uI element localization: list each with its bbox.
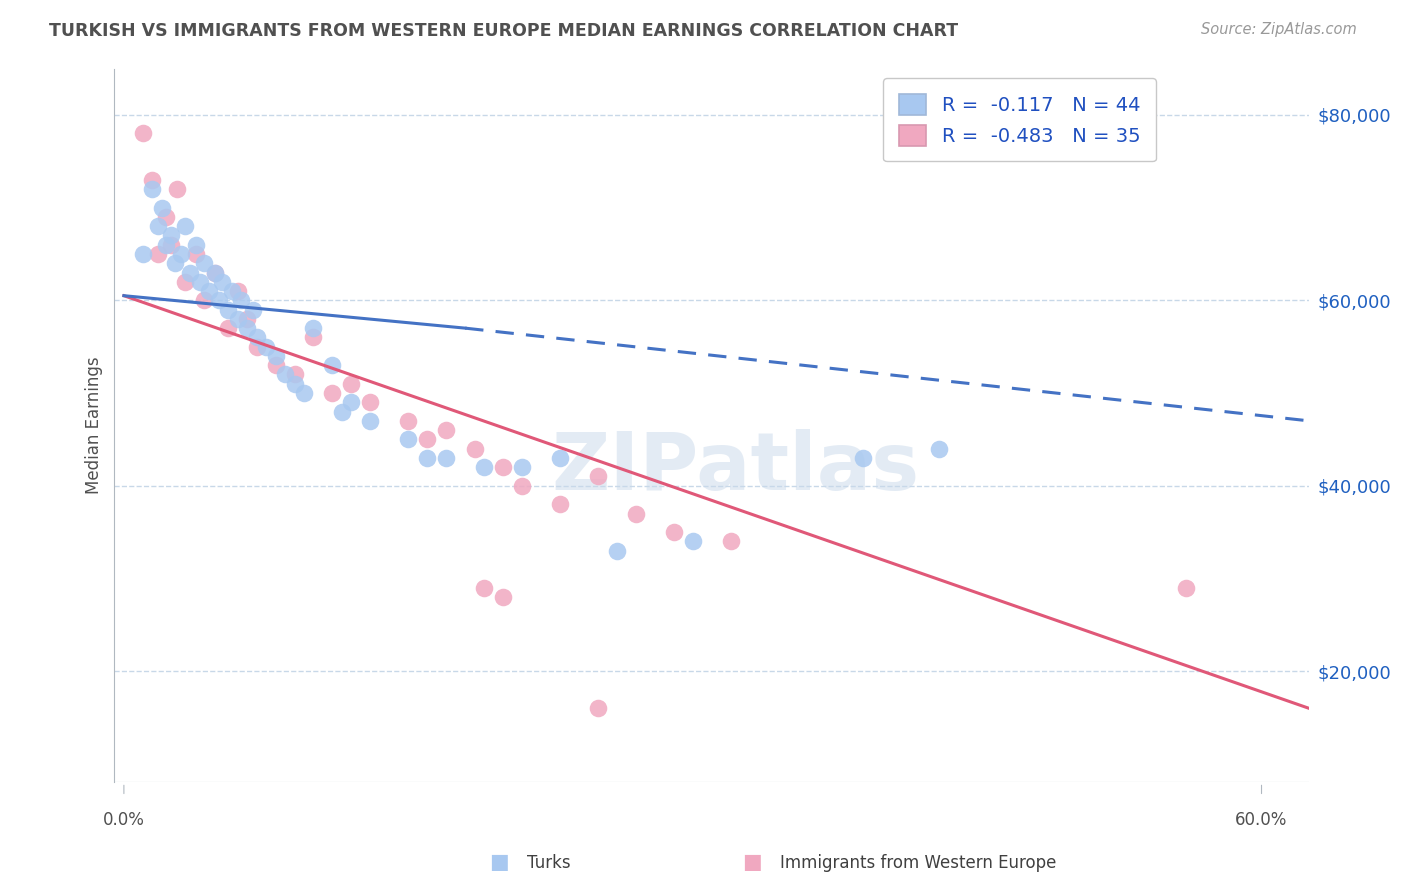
Point — [188, 275, 211, 289]
Point — [242, 302, 264, 317]
Point — [166, 182, 188, 196]
Point — [208, 293, 231, 308]
Point — [302, 321, 325, 335]
Point — [155, 237, 177, 252]
Point — [283, 368, 305, 382]
Point — [434, 450, 457, 465]
Point — [165, 256, 187, 270]
Text: TURKISH VS IMMIGRANTS FROM WESTERN EUROPE MEDIAN EARNINGS CORRELATION CHART: TURKISH VS IMMIGRANTS FROM WESTERN EUROP… — [49, 22, 959, 40]
Point — [217, 321, 239, 335]
Point — [396, 433, 419, 447]
Point — [472, 581, 495, 595]
Point — [226, 284, 249, 298]
Point — [170, 247, 193, 261]
Point — [606, 543, 628, 558]
Point — [472, 460, 495, 475]
Point — [264, 358, 287, 372]
Point — [254, 340, 277, 354]
Point — [292, 386, 315, 401]
Point — [150, 201, 173, 215]
Point — [246, 340, 269, 354]
Point — [132, 127, 155, 141]
Point — [720, 534, 742, 549]
Point — [548, 497, 571, 511]
Point — [321, 358, 343, 372]
Point — [340, 376, 363, 391]
Point — [396, 414, 419, 428]
Text: 0.0%: 0.0% — [103, 811, 145, 829]
Point — [184, 247, 207, 261]
Point — [179, 265, 201, 279]
Point — [359, 414, 381, 428]
Point — [184, 237, 207, 252]
Point — [416, 450, 439, 465]
Point — [231, 293, 253, 308]
Point — [492, 460, 515, 475]
Point — [264, 349, 287, 363]
Point — [283, 376, 305, 391]
Point — [173, 275, 195, 289]
Point — [586, 469, 609, 483]
Point — [548, 450, 571, 465]
Point — [359, 395, 381, 409]
Point — [204, 265, 226, 279]
Text: ■: ■ — [742, 853, 762, 872]
Point — [330, 404, 353, 418]
Point — [217, 302, 239, 317]
Point — [852, 450, 875, 465]
Point — [146, 219, 169, 234]
Text: Turks: Turks — [527, 855, 571, 872]
Point — [928, 442, 950, 456]
Point — [434, 423, 457, 437]
Point — [198, 284, 221, 298]
Point — [510, 460, 533, 475]
Point — [302, 330, 325, 344]
Point — [193, 256, 215, 270]
Point — [160, 228, 183, 243]
Point — [662, 525, 685, 540]
Point — [682, 534, 704, 549]
Point — [340, 395, 363, 409]
Point — [236, 311, 259, 326]
Point — [321, 386, 343, 401]
Text: ■: ■ — [489, 853, 509, 872]
Point — [624, 507, 647, 521]
Y-axis label: Median Earnings: Median Earnings — [86, 357, 103, 494]
Point — [236, 321, 259, 335]
Point — [246, 330, 269, 344]
Point — [141, 182, 163, 196]
Text: ZIPatlas: ZIPatlas — [551, 429, 920, 508]
Point — [416, 433, 439, 447]
Point — [221, 284, 243, 298]
Point — [204, 265, 226, 279]
Point — [1174, 581, 1197, 595]
Point — [510, 479, 533, 493]
Text: Source: ZipAtlas.com: Source: ZipAtlas.com — [1201, 22, 1357, 37]
Point — [211, 275, 233, 289]
Legend: R =  -0.117   N = 44, R =  -0.483   N = 35: R = -0.117 N = 44, R = -0.483 N = 35 — [883, 78, 1156, 161]
Text: Immigrants from Western Europe: Immigrants from Western Europe — [780, 855, 1057, 872]
Point — [132, 247, 155, 261]
Point — [193, 293, 215, 308]
Point — [146, 247, 169, 261]
Point — [160, 237, 183, 252]
Point — [586, 701, 609, 715]
Point — [173, 219, 195, 234]
Point — [274, 368, 297, 382]
Point — [492, 590, 515, 604]
Point — [226, 311, 249, 326]
Text: 60.0%: 60.0% — [1236, 811, 1288, 829]
Point — [155, 210, 177, 224]
Point — [141, 173, 163, 187]
Point — [464, 442, 486, 456]
